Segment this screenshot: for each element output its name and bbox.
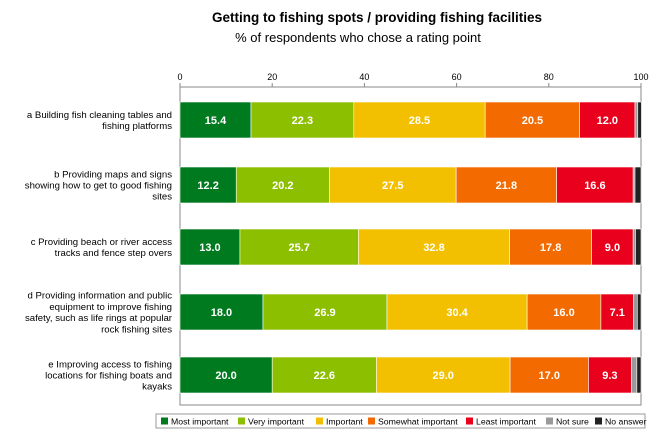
legend-label: Most important [171, 417, 229, 427]
bar-segment [179, 101, 252, 139]
x-tick-label: 80 [544, 72, 554, 82]
chart-title: Getting to fishing spots / providing fis… [212, 10, 542, 25]
data-label: 32.8 [423, 242, 444, 254]
bar-segment [526, 293, 602, 331]
legend-label: Not sure [556, 417, 589, 427]
bar-segment [455, 166, 557, 204]
category-label: b Providing maps and signs showing how to… [25, 169, 172, 202]
bar-segment [179, 356, 273, 394]
legend-swatch [238, 417, 245, 425]
legend-swatch [546, 417, 553, 425]
bar-segment [235, 166, 330, 204]
bar-segment [579, 101, 636, 139]
data-label: 17.8 [540, 242, 561, 254]
category-label: d Providing information and public equipm… [25, 291, 173, 336]
x-tick-label: 60 [452, 72, 462, 82]
data-label: 16.6 [584, 180, 605, 192]
category-label: c Providing beach or river access tracks … [31, 237, 173, 259]
bar-segment [262, 293, 388, 331]
data-label: 13.0 [199, 242, 220, 254]
x-tick-label: 0 [177, 72, 182, 82]
data-label: 28.5 [409, 115, 430, 127]
bar-segment [376, 356, 511, 394]
bar-segment [634, 101, 639, 139]
bar-segment [386, 293, 528, 331]
legend-label: Important [326, 417, 363, 427]
legend-label: Very important [248, 417, 305, 427]
data-label: 20.0 [215, 370, 236, 382]
data-label: 16.0 [553, 307, 574, 319]
data-label: 25.7 [288, 242, 309, 254]
category-label: e Improving access to fishing locations f… [45, 359, 172, 392]
data-label: 12.0 [597, 115, 618, 127]
legend-swatch [161, 417, 168, 425]
bar-segment [631, 356, 638, 394]
plot-area: 0 20 40 60 80 100 a Building fish cleaning tab… [25, 72, 649, 406]
category-label: a Building fish cleaning tables and fishi… [27, 110, 172, 132]
bar-segment [636, 356, 642, 394]
bar-segment [509, 228, 592, 266]
data-label: 22.3 [292, 115, 313, 127]
bar-segment [588, 356, 632, 394]
x-tick-label: 100 [633, 72, 648, 82]
data-label: 29.0 [433, 370, 454, 382]
data-label: 30.4 [446, 307, 468, 319]
bar-segment [329, 166, 457, 204]
data-label: 27.5 [382, 180, 403, 192]
legend-swatch [368, 417, 375, 425]
legend-label: No answer [605, 417, 647, 427]
bar-segment [179, 228, 241, 266]
data-label: 15.4 [205, 115, 227, 127]
bar-segment [179, 293, 264, 331]
bar-segment [250, 101, 355, 139]
bar-segment [637, 293, 642, 331]
data-label: 20.5 [522, 115, 543, 127]
bar-segment [271, 356, 377, 394]
bar-segment [637, 101, 642, 139]
bar-segment [358, 228, 510, 266]
data-label: 20.2 [272, 180, 293, 192]
data-label: 12.2 [197, 180, 218, 192]
legend-swatch [466, 417, 473, 425]
data-label: 26.9 [314, 307, 335, 319]
legend: Most important Very important Important Som… [155, 413, 647, 429]
legend-swatch [595, 417, 602, 425]
legend-label: Least important [476, 417, 536, 427]
bar-segment [353, 101, 486, 139]
data-label: 22.6 [314, 370, 335, 382]
bar-segment [632, 228, 636, 266]
bar-segment [556, 166, 634, 204]
bar-segment [635, 228, 642, 266]
legend-swatch [316, 417, 323, 425]
data-label: 7.1 [610, 307, 625, 319]
bar-segment [484, 101, 580, 139]
data-label: 17.0 [539, 370, 560, 382]
bar-segment [509, 356, 589, 394]
x-tick-label: 20 [267, 72, 277, 82]
bar-segment [634, 166, 642, 204]
bar-segment [179, 166, 237, 204]
data-label: 9.0 [605, 242, 620, 254]
x-tick-label: 40 [359, 72, 369, 82]
data-label: 21.8 [496, 180, 517, 192]
chart-subtitle: % of respondents who chose a rating poin… [235, 30, 481, 45]
data-label: 9.3 [602, 370, 617, 382]
legend-frame [155, 413, 646, 429]
bar-segment [633, 293, 638, 331]
data-label: 18.0 [211, 307, 232, 319]
bar-segment [591, 228, 634, 266]
legend-label: Somewhat important [378, 417, 458, 427]
